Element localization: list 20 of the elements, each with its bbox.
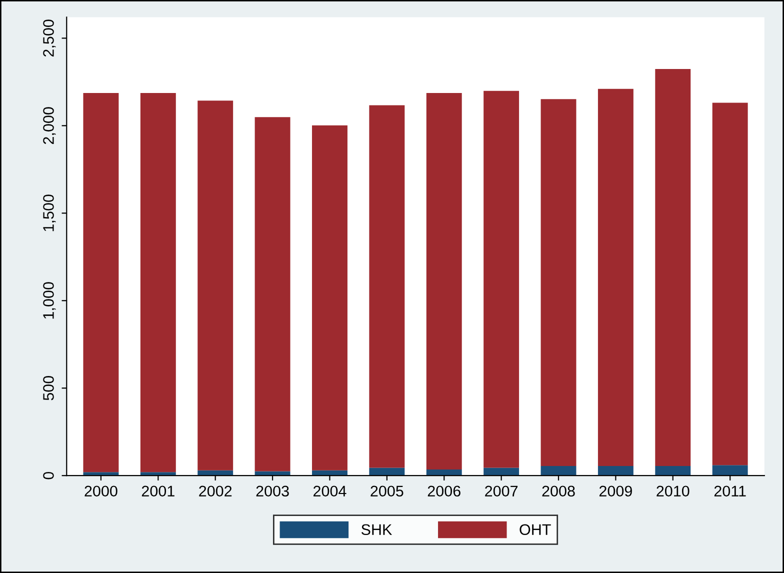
- y-tick-label: 0: [43, 472, 54, 480]
- x-tick-label: 2007: [485, 486, 518, 497]
- legend-label: SHK: [361, 524, 392, 536]
- x-tick-label: 2000: [84, 486, 118, 497]
- y-tick-label: 1,000: [43, 282, 56, 319]
- legend-label: OHT: [520, 524, 551, 536]
- x-tick-label: 2002: [199, 486, 232, 497]
- x-tick-label: 2009: [599, 486, 632, 497]
- x-tick-label: 2001: [142, 486, 174, 497]
- y-tick-label: 2,000: [43, 107, 56, 144]
- y-tick-label: 1,500: [43, 194, 56, 232]
- x-tick-label: 2003: [256, 486, 289, 497]
- x-tick-label: 2006: [428, 486, 460, 497]
- x-tick-label: 2010: [656, 486, 690, 497]
- x-tick-label: 2011: [714, 486, 746, 497]
- y-tick-label: 500: [43, 376, 54, 400]
- x-tick-label: 2008: [542, 486, 575, 497]
- y-tick-label: 2,500: [43, 20, 56, 57]
- x-tick-label: 2005: [370, 486, 404, 497]
- x-tick-label: 2004: [314, 486, 346, 497]
